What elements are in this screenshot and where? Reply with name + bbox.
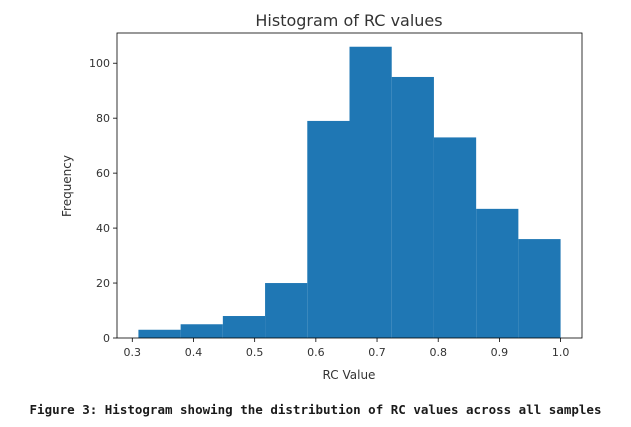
- histogram-bar-7: [391, 76, 434, 339]
- x-tick-label: 0.9: [491, 346, 509, 359]
- x-tick-label: 0.8: [429, 346, 447, 359]
- x-tick-label: 0.6: [307, 346, 325, 359]
- y-tick-label: 80: [96, 112, 110, 125]
- x-tick-label: 0.4: [185, 346, 203, 359]
- x-axis: 0.3 0.4 0.5 0.6 0.7 0.8 0.9 1.0: [124, 338, 570, 359]
- y-axis-label: Frequency: [60, 155, 74, 217]
- histogram-bar-9: [476, 208, 519, 338]
- y-tick-label: 20: [96, 277, 110, 290]
- histogram-chart: Histogram of RC values 0.3 0.4 0.5 0.6 0.7 0.…: [60, 11, 583, 382]
- histogram-bar-10: [518, 239, 561, 338]
- figure-caption: Figure 3: Histogram showing the distribu…: [29, 402, 602, 417]
- histogram-bar-3: [222, 316, 266, 338]
- x-tick-label: 1.0: [552, 346, 570, 359]
- y-tick-label: 0: [103, 332, 110, 345]
- x-tick-label: 0.5: [246, 346, 264, 359]
- histogram-bar-5: [307, 120, 350, 339]
- chart-title: Histogram of RC values: [255, 11, 442, 30]
- x-tick-label: 0.3: [124, 346, 142, 359]
- histogram-bar-6: [349, 46, 392, 338]
- bars-group: [138, 46, 561, 339]
- y-tick-label: 100: [89, 57, 110, 70]
- histogram-bar-4: [265, 283, 308, 338]
- x-axis-label: RC Value: [323, 368, 376, 382]
- histogram-bar-8: [433, 137, 477, 338]
- x-tick-label: 0.7: [368, 346, 386, 359]
- histogram-bar-2: [180, 324, 223, 338]
- y-tick-label: 40: [96, 222, 110, 235]
- y-axis: 0 20 40 60 80 100: [89, 57, 117, 345]
- plot-frame: [116, 32, 583, 339]
- histogram-bar-1: [138, 329, 181, 338]
- y-tick-label: 60: [96, 167, 110, 180]
